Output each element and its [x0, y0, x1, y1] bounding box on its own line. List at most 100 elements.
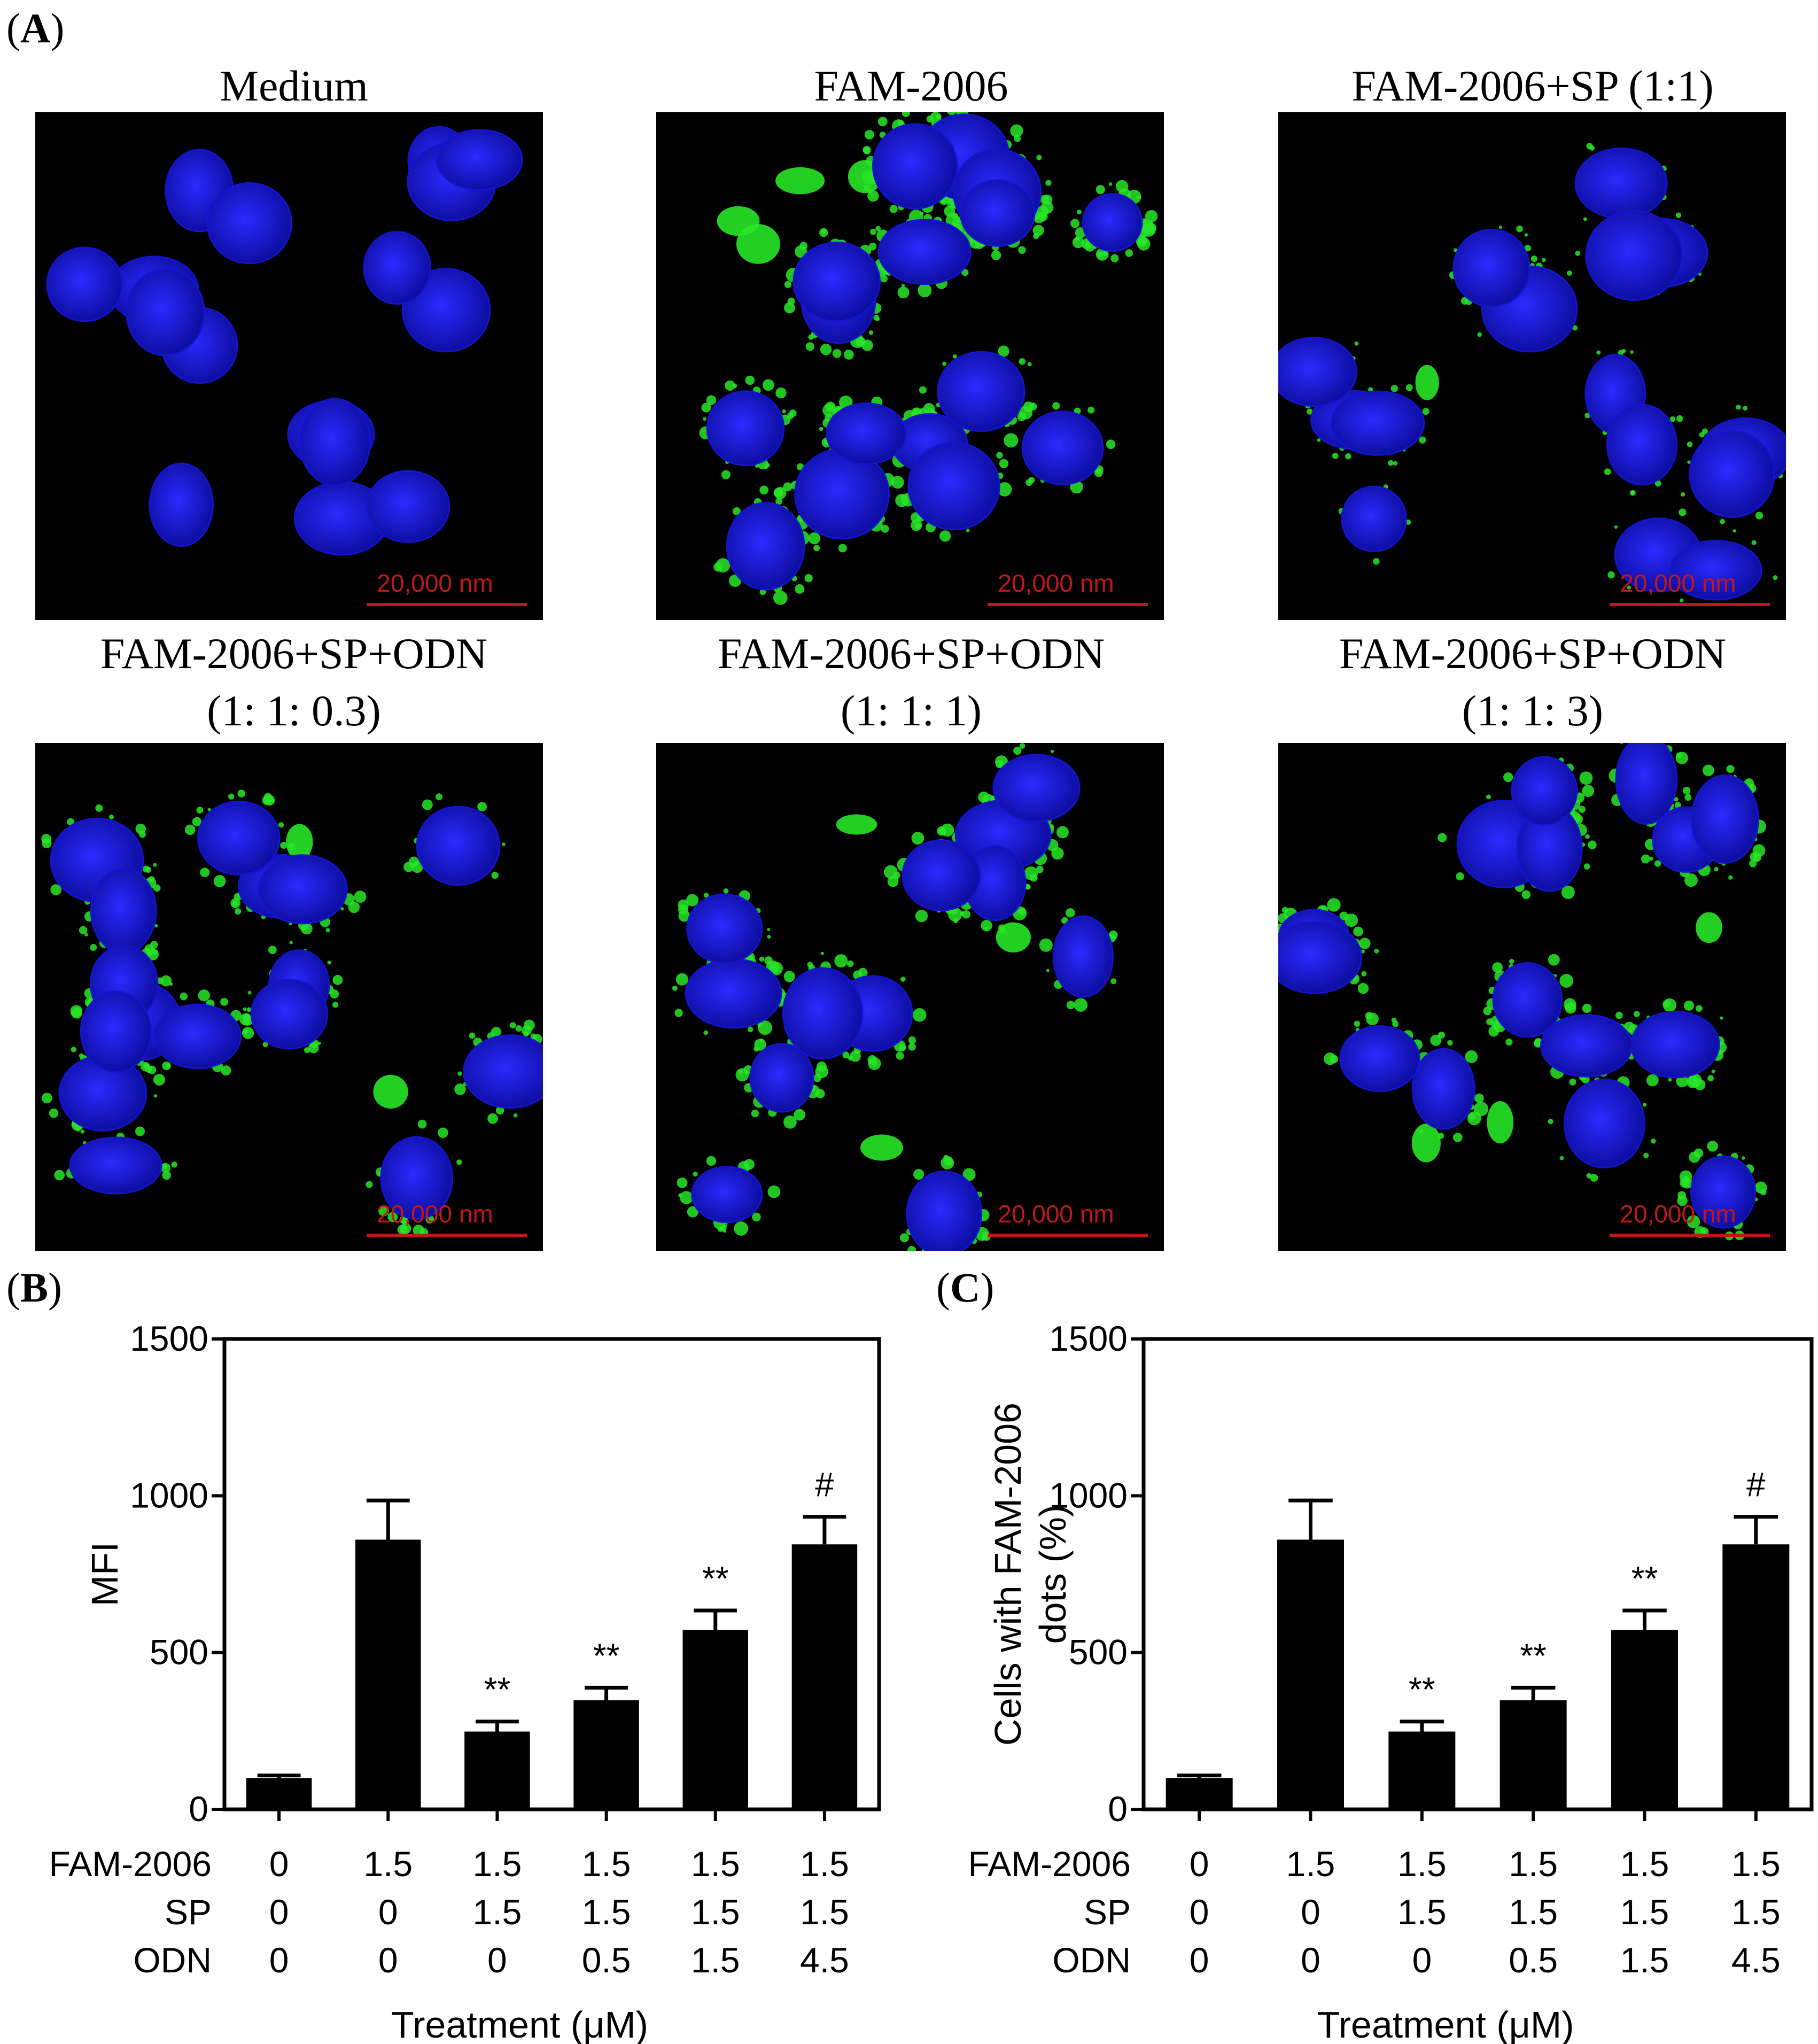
- fam-signal-dot: [1643, 1152, 1649, 1158]
- treatment-value: 1.5: [800, 1844, 849, 1884]
- fam-signal-dot: [268, 946, 277, 954]
- micrograph-odn-0-3: 20,000 nm: [35, 743, 543, 1251]
- fam-signal-dot: [153, 1074, 165, 1086]
- fam-signal-dot: [1641, 854, 1650, 864]
- scale-bar: [367, 1234, 527, 1237]
- fam-signal-dot: [1621, 349, 1626, 353]
- fam-signal-dot: [422, 799, 433, 810]
- fam-signal-dot: [721, 470, 731, 479]
- cell-nucleus: [691, 1166, 763, 1224]
- treatment-value: 1.5: [1509, 1844, 1558, 1884]
- fam-signal-dot: [84, 933, 88, 936]
- cell-nucleus: [1082, 193, 1143, 252]
- cell-nucleus: [907, 442, 1000, 531]
- plot-frame: [1141, 1337, 1814, 1811]
- fam-signal-dot: [936, 114, 942, 120]
- fam-signal-dot: [914, 522, 921, 529]
- fam-signal-dot: [899, 1044, 906, 1051]
- fam-signal-dot: [150, 941, 158, 949]
- fam-signal-dot: [1680, 598, 1684, 602]
- fam-signal-dot: [235, 908, 242, 915]
- fam-signal-dot: [49, 1108, 59, 1118]
- fam-signal-dot: [759, 956, 765, 962]
- fam-signal-dot: [1324, 1052, 1337, 1065]
- cell-nucleus: [250, 979, 328, 1050]
- significance-mark: **: [1631, 1559, 1658, 1598]
- fam-signal-dot: [1029, 402, 1037, 411]
- fam-signal-dot: [1070, 219, 1080, 228]
- fam-signal-dot: [1388, 460, 1394, 466]
- fam-signal-dot: [221, 1065, 231, 1076]
- fam-signal-dot: [207, 808, 211, 811]
- fam-signal-dot: [813, 1074, 822, 1082]
- fam-signal-dot: [1578, 806, 1586, 813]
- cell-nucleus: [1689, 430, 1775, 518]
- fam-signal-dot: [783, 482, 793, 492]
- treatment-value: 4.5: [800, 1940, 849, 1980]
- fam-signal-dot: [881, 524, 889, 533]
- cell-nucleus: [380, 1136, 454, 1220]
- fam-signal-dot: [918, 283, 932, 298]
- fam-signal-dot: [787, 297, 795, 305]
- fam-signal-dot: [242, 1027, 254, 1039]
- fam-signal-dot: [765, 463, 770, 468]
- fam-signal-dot: [1575, 250, 1581, 256]
- fam-signal-dot: [237, 789, 245, 798]
- fam-signal-dot: [748, 1026, 753, 1032]
- fam-signal-dot: [899, 1233, 909, 1243]
- fam-signal-dot: [228, 793, 235, 800]
- fam-signal-dot: [67, 818, 75, 826]
- fam-signal-dot: [1332, 452, 1339, 459]
- cell-nucleus: [149, 462, 214, 547]
- panel-label-b: (B): [6, 1264, 62, 1311]
- fam-signal-dot: [144, 1065, 152, 1073]
- fam-signal-dot: [1669, 416, 1676, 422]
- fam-signal-cluster: [1696, 912, 1722, 943]
- fam-signal-dot: [877, 117, 888, 127]
- y-tick-label: 1500: [1049, 1319, 1128, 1358]
- treatment-value: 1.5: [582, 1844, 631, 1884]
- fam-signal-dot: [947, 112, 957, 115]
- fam-signal-dot: [875, 226, 881, 231]
- fam-signal-dot: [354, 891, 367, 903]
- fam-signal-dot: [1561, 885, 1575, 899]
- y-tick-label: 1000: [1049, 1475, 1128, 1515]
- scale-bar-label: 20,000 nm: [998, 569, 1114, 597]
- fam-signal-dot: [1582, 1003, 1592, 1013]
- treatment-value: 1.5: [1397, 1844, 1447, 1884]
- fam-signal-dot: [42, 838, 52, 848]
- fam-signal-dot: [161, 1164, 167, 1169]
- fam-signal-dot: [732, 383, 737, 388]
- fam-signal-dot: [1419, 436, 1426, 444]
- fam-signal-dot: [1004, 433, 1019, 448]
- fam-signal-dot: [923, 403, 935, 415]
- treatment-value: 1.5: [1620, 1940, 1669, 1980]
- fam-signal-dot: [1579, 771, 1593, 785]
- fam-signal-dot: [751, 1109, 759, 1118]
- treatment-value: 1.5: [1509, 1892, 1558, 1932]
- fam-signal-dot: [759, 1038, 764, 1043]
- fam-signal-dot: [891, 476, 904, 489]
- fam-signal-dot: [1572, 325, 1578, 331]
- fam-signal-dot: [1353, 926, 1363, 936]
- fam-signal-dot: [153, 863, 157, 867]
- treatment-value: 0: [269, 1844, 289, 1884]
- panel-label-a: (A): [6, 5, 65, 51]
- fam-signal-dot: [686, 894, 699, 907]
- fam-signal-dot: [220, 997, 229, 1006]
- micrograph-title-medium: Medium: [220, 61, 368, 110]
- cell-nucleus: [1339, 1025, 1420, 1092]
- fam-signal-dot: [1339, 911, 1348, 920]
- fam-signal-dot: [1108, 182, 1113, 186]
- fam-signal-dot: [1521, 890, 1530, 899]
- fam-signal-dot: [775, 498, 783, 505]
- fam-signal-dot: [1688, 1073, 1702, 1087]
- fam-signal-dot: [913, 1168, 924, 1180]
- fam-signal-dot: [703, 893, 709, 898]
- fam-signal-dot: [1051, 749, 1054, 753]
- fam-signal-dot: [135, 1126, 145, 1136]
- fam-signal-dot: [952, 354, 957, 359]
- fam-signal-dot: [1720, 1016, 1723, 1020]
- cell-nucleus: [69, 1136, 162, 1195]
- fam-signal-dot: [169, 982, 173, 986]
